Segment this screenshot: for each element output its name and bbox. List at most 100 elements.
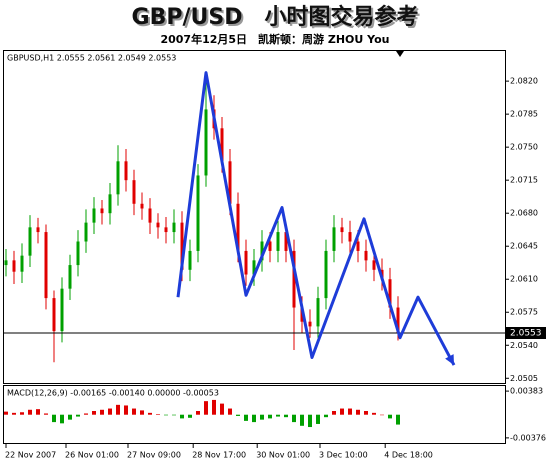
y-tick-label: 2.0645 — [510, 242, 538, 251]
last-price-box — [506, 327, 546, 340]
macd-bar — [284, 414, 288, 418]
candle-body — [180, 222, 184, 270]
subtitle: 2007年12月5日 凯斯顿：周游 ZHOU You — [160, 32, 389, 46]
candle-body — [108, 194, 112, 214]
candle-body — [156, 222, 160, 228]
candle-body — [92, 208, 96, 223]
x-tick-label: 30 Nov 01:00 — [256, 451, 310, 460]
macd-bar — [372, 412, 376, 415]
candle-body — [220, 128, 224, 162]
macd-bar — [100, 409, 104, 415]
candle-body — [4, 260, 8, 266]
macd-bar — [60, 414, 64, 424]
y-tick-label: 2.0715 — [510, 176, 538, 185]
candle-body — [348, 232, 352, 242]
macd-bar — [396, 414, 400, 425]
y-tick-label: -0.00376 — [510, 433, 546, 442]
macd-bar — [348, 408, 352, 415]
macd-bar — [68, 414, 72, 420]
macd-bar — [148, 412, 152, 415]
candle-body — [68, 265, 72, 289]
candle-body — [292, 250, 296, 308]
candle-body — [140, 203, 144, 209]
candle-body — [164, 227, 168, 233]
macd-bar — [300, 414, 304, 426]
candle-body — [132, 180, 136, 204]
shift-marker — [396, 51, 404, 57]
candle-body — [100, 208, 104, 214]
x-tick-label: 28 Nov 17:00 — [192, 451, 246, 460]
y-tick-label: 2.0680 — [510, 209, 538, 218]
macd-bar — [172, 414, 176, 416]
macd-bar — [260, 414, 264, 420]
candle-body — [388, 279, 392, 308]
candle-body — [372, 260, 376, 270]
candle-body — [12, 260, 16, 272]
macd-bar — [228, 408, 232, 415]
title-shadow: GBP/USD 小时图交易参考 — [134, 6, 421, 32]
candle-body — [332, 227, 336, 251]
macd-bar — [332, 411, 336, 415]
macd-bar — [356, 409, 360, 415]
macd-bar — [180, 414, 184, 419]
candle-body — [196, 175, 200, 251]
macd-bar — [212, 399, 216, 415]
macd-bar — [108, 408, 112, 415]
macd-bar — [292, 414, 296, 423]
y-tick-label: 2.0610 — [510, 275, 538, 284]
macd-bar — [244, 414, 248, 421]
macd-bar — [268, 414, 272, 419]
y-tick-label: 0.00383 — [510, 387, 543, 396]
candle-body — [44, 232, 48, 299]
candle-body — [204, 109, 208, 176]
candle-body — [188, 250, 192, 270]
macd-bar — [340, 408, 344, 415]
candle-body — [340, 227, 344, 233]
macd-frame — [3, 385, 506, 444]
candle-body — [148, 208, 152, 223]
candle-body — [60, 288, 64, 332]
macd-bar — [84, 413, 88, 415]
candle-body — [252, 260, 256, 275]
macd-bar — [132, 408, 136, 415]
x-tick-label: 4 Dec 18:00 — [384, 451, 433, 460]
macd-bar — [316, 414, 320, 424]
candle-body — [364, 250, 368, 261]
y-tick-label: 2.0505 — [510, 374, 538, 383]
macd-bar — [92, 411, 96, 415]
candle-body — [172, 222, 176, 233]
candle-body — [116, 161, 120, 195]
macd-bar — [204, 401, 208, 415]
macd-bar — [188, 414, 192, 418]
zigzag-line — [176, 71, 456, 366]
macd-bar — [388, 414, 392, 419]
macd-bar — [116, 404, 120, 415]
macd-bar — [324, 414, 328, 418]
candle-body — [124, 161, 128, 181]
panel-label: GBPUSD,H1 2.0555 2.0561 2.0549 2.0553 — [7, 54, 176, 63]
y-tick-label: 2.0540 — [510, 341, 538, 350]
candle-body — [52, 298, 56, 332]
macd-bar — [124, 405, 128, 415]
macd-bar — [28, 409, 32, 415]
candle-body — [284, 232, 288, 251]
candle-body — [276, 232, 280, 251]
candle-body — [308, 321, 312, 327]
macd-bar — [252, 414, 256, 423]
macd-bar — [364, 411, 368, 415]
y-tick-label: 2.0785 — [510, 110, 538, 119]
x-tick-label: 27 Nov 09:00 — [127, 451, 181, 460]
candle-body — [356, 241, 360, 251]
y-tick-label: 2.0820 — [510, 77, 538, 86]
candle-body — [36, 227, 40, 233]
candle-body — [260, 241, 264, 261]
zigzag-arrowhead — [445, 354, 454, 366]
macd-bar — [76, 414, 80, 417]
price-frame — [3, 50, 506, 384]
candle-body — [316, 298, 320, 327]
macd-bar — [20, 412, 24, 415]
macd-bar — [140, 410, 144, 415]
candle-body — [236, 203, 240, 251]
last-price-label: 2.0553 — [510, 329, 542, 339]
